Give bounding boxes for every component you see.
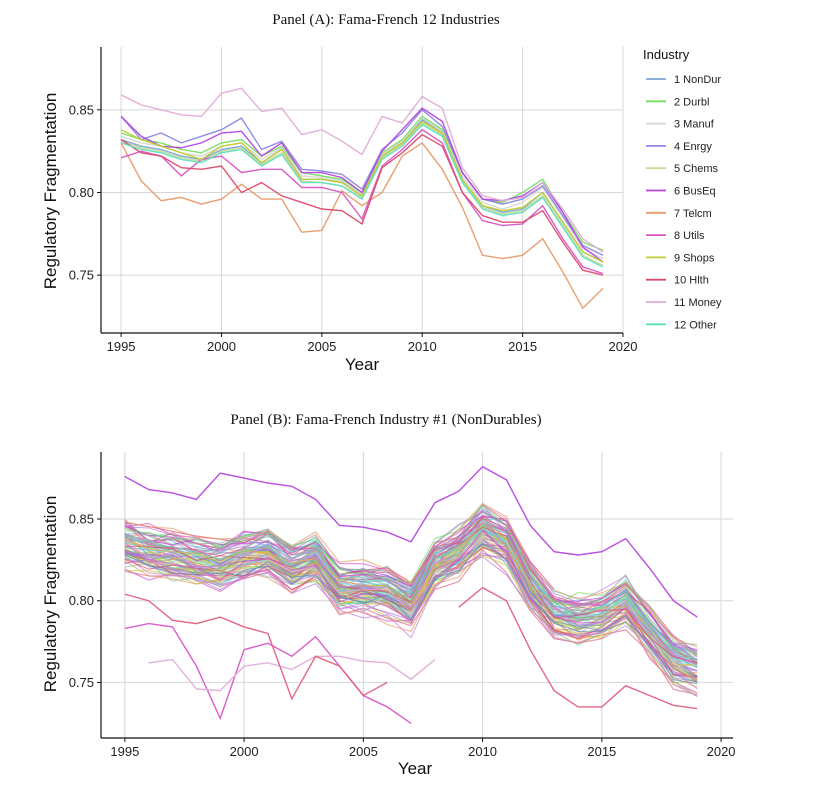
panel-b-axes: 1995 2000 2005 2010 2015 2020 0.75 0.80 0.85 — [69, 452, 736, 759]
x-tick-label: 2020 — [609, 339, 638, 354]
firm-line — [124, 522, 555, 610]
legend-item-label: 5 Chems — [674, 163, 719, 175]
panel-a-grid — [101, 47, 624, 333]
legend-item-label: 12 Other — [674, 319, 717, 331]
y-tick-label: 0.80 — [69, 593, 94, 608]
legend-item-label: 1 NonDur — [674, 74, 721, 86]
legend-item-label: 9 Shops — [674, 252, 715, 264]
panel-b-title: Panel (B): Fama-French Industry #1 (NonD… — [230, 412, 541, 428]
panel-a-ylabel: Regulatory Fragmentation — [41, 93, 60, 290]
y-tick-label: 0.75 — [69, 268, 94, 283]
legend-item-label: 6 BusEq — [674, 186, 716, 198]
panel-a-axes: 1995 2000 2005 2010 2015 2020 0.75 0.80 0.85 — [69, 47, 638, 354]
panel-a-lines — [120, 87, 604, 310]
panel-b-xlabel: Year — [398, 759, 433, 778]
panel-a-legend: Industry 1 NonDur 2 Durbl 3 Manuf 4 Enrgy 5 … — [643, 47, 722, 331]
series-line-12 — [120, 123, 604, 268]
x-tick-label: 2000 — [230, 744, 259, 759]
panel-b: Panel (B): Fama-French Industry #1 (NonD… — [41, 412, 736, 778]
legend-item-label: 3 Manuf — [674, 119, 715, 131]
x-tick-label: 2000 — [207, 339, 236, 354]
series-line-11 — [120, 87, 604, 253]
panel-b-grid — [101, 452, 733, 738]
y-tick-label: 0.80 — [69, 185, 94, 200]
x-tick-label: 2015 — [587, 744, 616, 759]
firm-line — [124, 522, 698, 663]
panel-b-ylabel: Regulatory Fragmentation — [41, 496, 60, 693]
x-tick-label: 2020 — [707, 744, 736, 759]
x-tick-label: 1995 — [110, 744, 139, 759]
legend-item-label: 7 Telcm — [674, 208, 712, 220]
firm-line — [124, 526, 698, 664]
series-line-7 — [120, 141, 604, 310]
firm-line — [124, 520, 698, 667]
firm-line — [124, 541, 698, 683]
panel-a-xlabel: Year — [345, 355, 380, 374]
series-line-5 — [120, 122, 604, 266]
x-tick-label: 2010 — [468, 744, 497, 759]
y-tick-label: 0.75 — [69, 675, 94, 690]
panel-a: Panel (A): Fama-French 12 Industries 199… — [41, 12, 722, 374]
x-tick-label: 2010 — [408, 339, 437, 354]
series-line-10 — [120, 133, 604, 276]
legend-item-label: 8 Utils — [674, 230, 705, 242]
series-line-2 — [120, 115, 604, 251]
series-line-4 — [120, 108, 604, 256]
x-tick-label: 2015 — [508, 339, 537, 354]
panel-a-title: Panel (A): Fama-French 12 Industries — [272, 12, 500, 28]
firm-line — [124, 504, 698, 656]
panel-b-lines — [124, 465, 698, 724]
x-tick-label: 2005 — [307, 339, 336, 354]
series-line-2 — [124, 622, 412, 724]
firm-line — [124, 502, 698, 648]
series-line-1 — [124, 465, 698, 618]
x-tick-label: 1995 — [107, 339, 136, 354]
series-line-4 — [124, 586, 698, 710]
series-line-3 — [148, 655, 436, 692]
firm-line — [124, 510, 698, 646]
series-line-6 — [120, 107, 604, 263]
y-tick-label: 0.85 — [69, 512, 94, 527]
legend-item-label: 2 Durbl — [674, 96, 709, 108]
firm-line — [124, 521, 698, 661]
y-tick-label: 0.85 — [69, 102, 94, 117]
series-line-3 — [120, 117, 604, 260]
legend-item-label: 10 Hlth — [674, 275, 709, 287]
series-line-9 — [120, 120, 604, 263]
legend-item-label: 4 Enrgy — [674, 141, 712, 153]
x-tick-label: 2005 — [349, 744, 378, 759]
legend-title: Industry — [643, 47, 690, 62]
firm-line — [124, 520, 698, 665]
legend-item-label: 11 Money — [674, 297, 722, 309]
